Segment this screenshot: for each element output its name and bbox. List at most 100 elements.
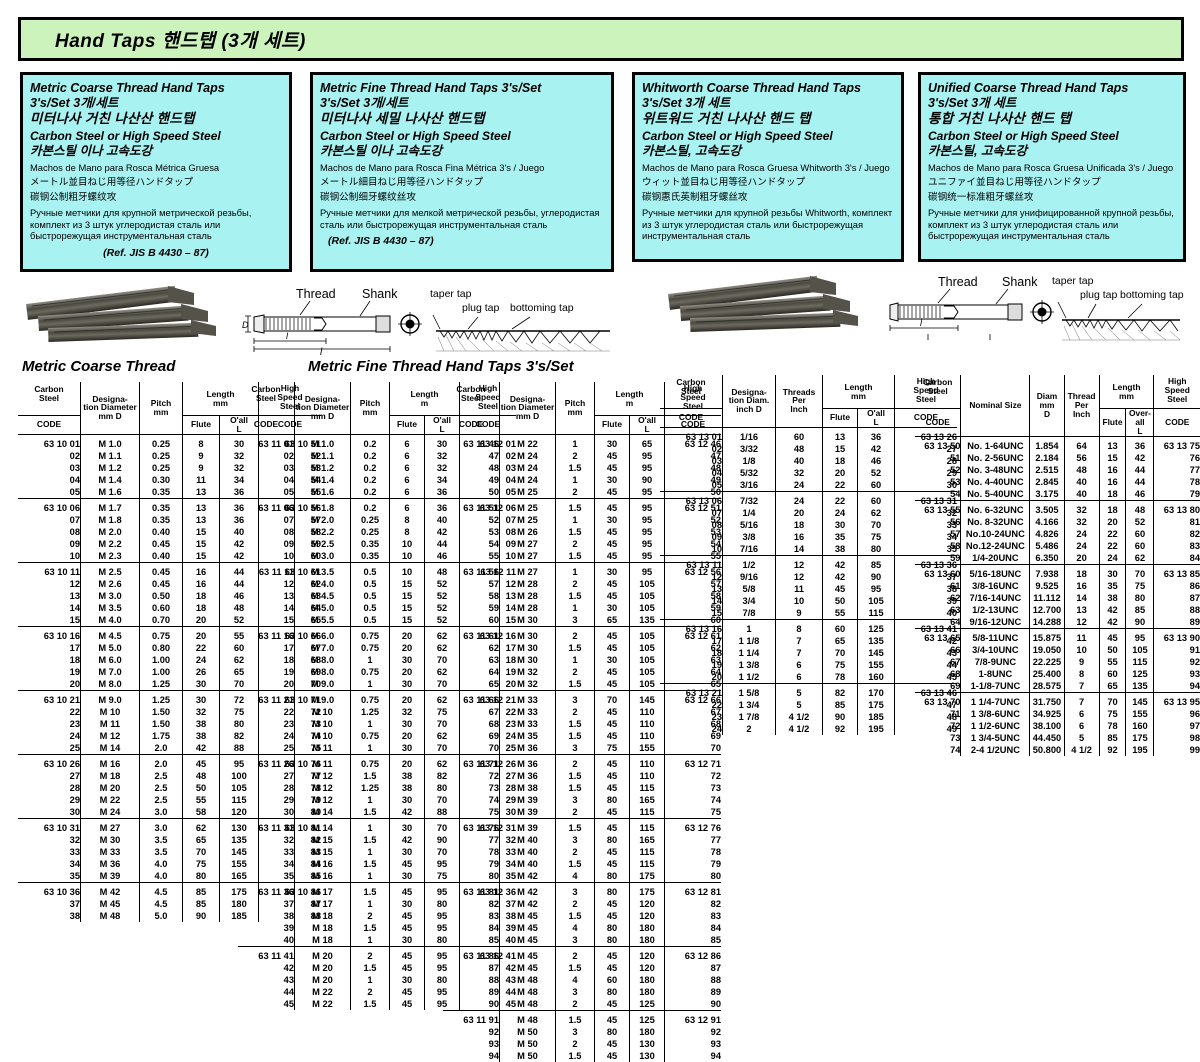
table-cell: 100 [219,769,259,782]
table-cell: 63 11 16 [238,625,295,642]
table-cell: 1 [555,561,595,578]
table-cell: 1 [350,717,390,730]
infobox-material-ko: 카본스틸 이나 고속도강 [320,143,442,158]
table-cell: 89 [664,985,721,998]
table-cell: 0.75 [350,753,390,770]
table-cell: 22 [822,490,858,507]
table-cell: 0.45 [139,561,183,578]
table-cell: 13 [1063,603,1100,616]
table-cell: 65 [182,833,220,846]
table-cell: 42 [1098,615,1126,629]
table-row: 88 M 48 4 60 180 88 [443,973,721,986]
table-cell: 40 [1063,487,1100,501]
table-cell: M 14 [80,741,140,755]
table-cell: M 30 [499,625,556,642]
table-cell: M 12 [294,781,351,794]
table-row: 24 2 4 1/2 92 195 49 [660,722,957,735]
table-cell: M 15 [294,833,351,846]
table-cell: 32 [69,834,80,845]
table-cell: 20 [389,753,425,770]
table-cell: 1 [555,653,595,666]
table-cell: 45 [594,485,630,499]
table-cell: 0.60 [139,601,183,614]
table-cell: 95 [857,582,895,595]
table-row: 14 M 5.0 0.5 15 52 14 [238,601,516,614]
table-cell: M 36 [499,741,556,755]
table-cell: 10 [389,561,425,578]
table-cell: M 18 [80,769,140,782]
table-cell: 1.00 [139,665,183,678]
table-cell: 85 [1125,603,1154,616]
table-whitworth-coarse-thread: Carbon Steel Designa-tion Diam. inch D Thre… [660,375,957,735]
table-cell: 95 [629,549,665,563]
table-row: 63 13 21 1 5/8 5 82 170 63 13 46 [660,682,957,699]
table-cell: 12 [1063,615,1100,629]
table-cell: 20 [182,625,220,642]
table-cell: 1 [350,817,390,834]
table-cell: M 48 [499,1009,556,1026]
table-cell: M 8.0 [80,677,140,691]
table-cell: 95 [629,561,665,578]
table-cell: 63 13 95 [1153,691,1200,708]
table-cell: 25.400 [1029,667,1065,680]
table-cell: M 42 [80,881,140,898]
table-cell: 70 [594,689,630,706]
table-cell: 15 [283,614,294,625]
table-cell: 105 [629,589,665,602]
header-carbon-steel: Carbon Steel [34,384,64,403]
table-cell: M 15 [294,845,351,858]
table-cell: M 30 [499,641,556,654]
table-cell: 70 [424,793,460,806]
table-cell: 95 [424,857,460,870]
label-thread: Thread [296,287,336,301]
table-cell: 42 [1098,603,1126,616]
table-cell: 1 [555,601,595,614]
table-cell: M 7.0 [294,641,351,654]
table-cell: 45 [594,909,630,922]
table-cell: 110 [629,729,665,742]
table-row: 61 3/8-16UNC 9.525 16 35 75 86 [915,579,1200,592]
table-cell: M 48 [499,973,556,986]
table-cell: 80 [594,985,630,998]
table-cell: 3.0 [139,817,183,834]
header-pitch: Pitch mm [350,382,390,435]
table-cell: 62 [182,817,220,834]
table-cell: 20 [822,466,858,479]
table-cell: 88 [424,805,460,819]
table-cell: 90 [1125,615,1154,629]
table-cell: 195 [1125,743,1154,756]
table-cell: 125 [1125,667,1154,680]
header-hss: High Speed Steel [1153,375,1200,409]
table-cell: 17 [69,642,80,653]
infobox-title-en: Unified Coarse Thread Hand Taps [928,81,1129,95]
table-cell: 105 [1125,643,1154,656]
table-cell: M 33 [499,705,556,718]
table-cell: 6 [1063,719,1100,732]
table-cell: 30 [594,433,630,450]
table-cell: 130 [629,1049,665,1062]
table-header-row: Carbon Steel Nominal Size Diam mm D Thread Per I… [915,375,1200,437]
table-cell: 12 [711,571,722,582]
table-cell: 58 [182,805,220,819]
table-row: 63 10 31 M 27 3.0 62 130 63 10 81 [18,817,321,834]
table-row: 07 1/4 20 24 62 32 [660,506,957,519]
table-cell: 52 [1125,515,1154,528]
table-row: 08 5/16 18 30 70 33 [660,518,957,531]
table-cell: M 42 [499,869,556,883]
table-cell: M 24 [499,473,556,486]
table-cell: 09 [283,538,294,549]
table-cell: 95 [629,525,665,538]
table-cell: 24 [1098,551,1126,565]
table-cell: No. 3-48UNC [960,463,1030,476]
table-cell: M 20 [294,973,351,986]
table-cell: M 9.0 [294,677,351,691]
table-row: 05 3/16 24 22 60 30 [660,478,957,492]
table-cell: 45 [182,753,220,770]
table-cell: 63 13 60 [915,563,961,580]
table-cell: 63 13 16 [660,618,723,635]
table-cell: 125 [629,997,665,1011]
infobox-reference: (Ref. JIS B 4430 – 87) [328,235,434,248]
table-cell: 42 [822,554,858,571]
table-row: 27 M 12 1.5 38 82 27 [238,769,516,782]
header-flute: Flute [822,408,858,428]
